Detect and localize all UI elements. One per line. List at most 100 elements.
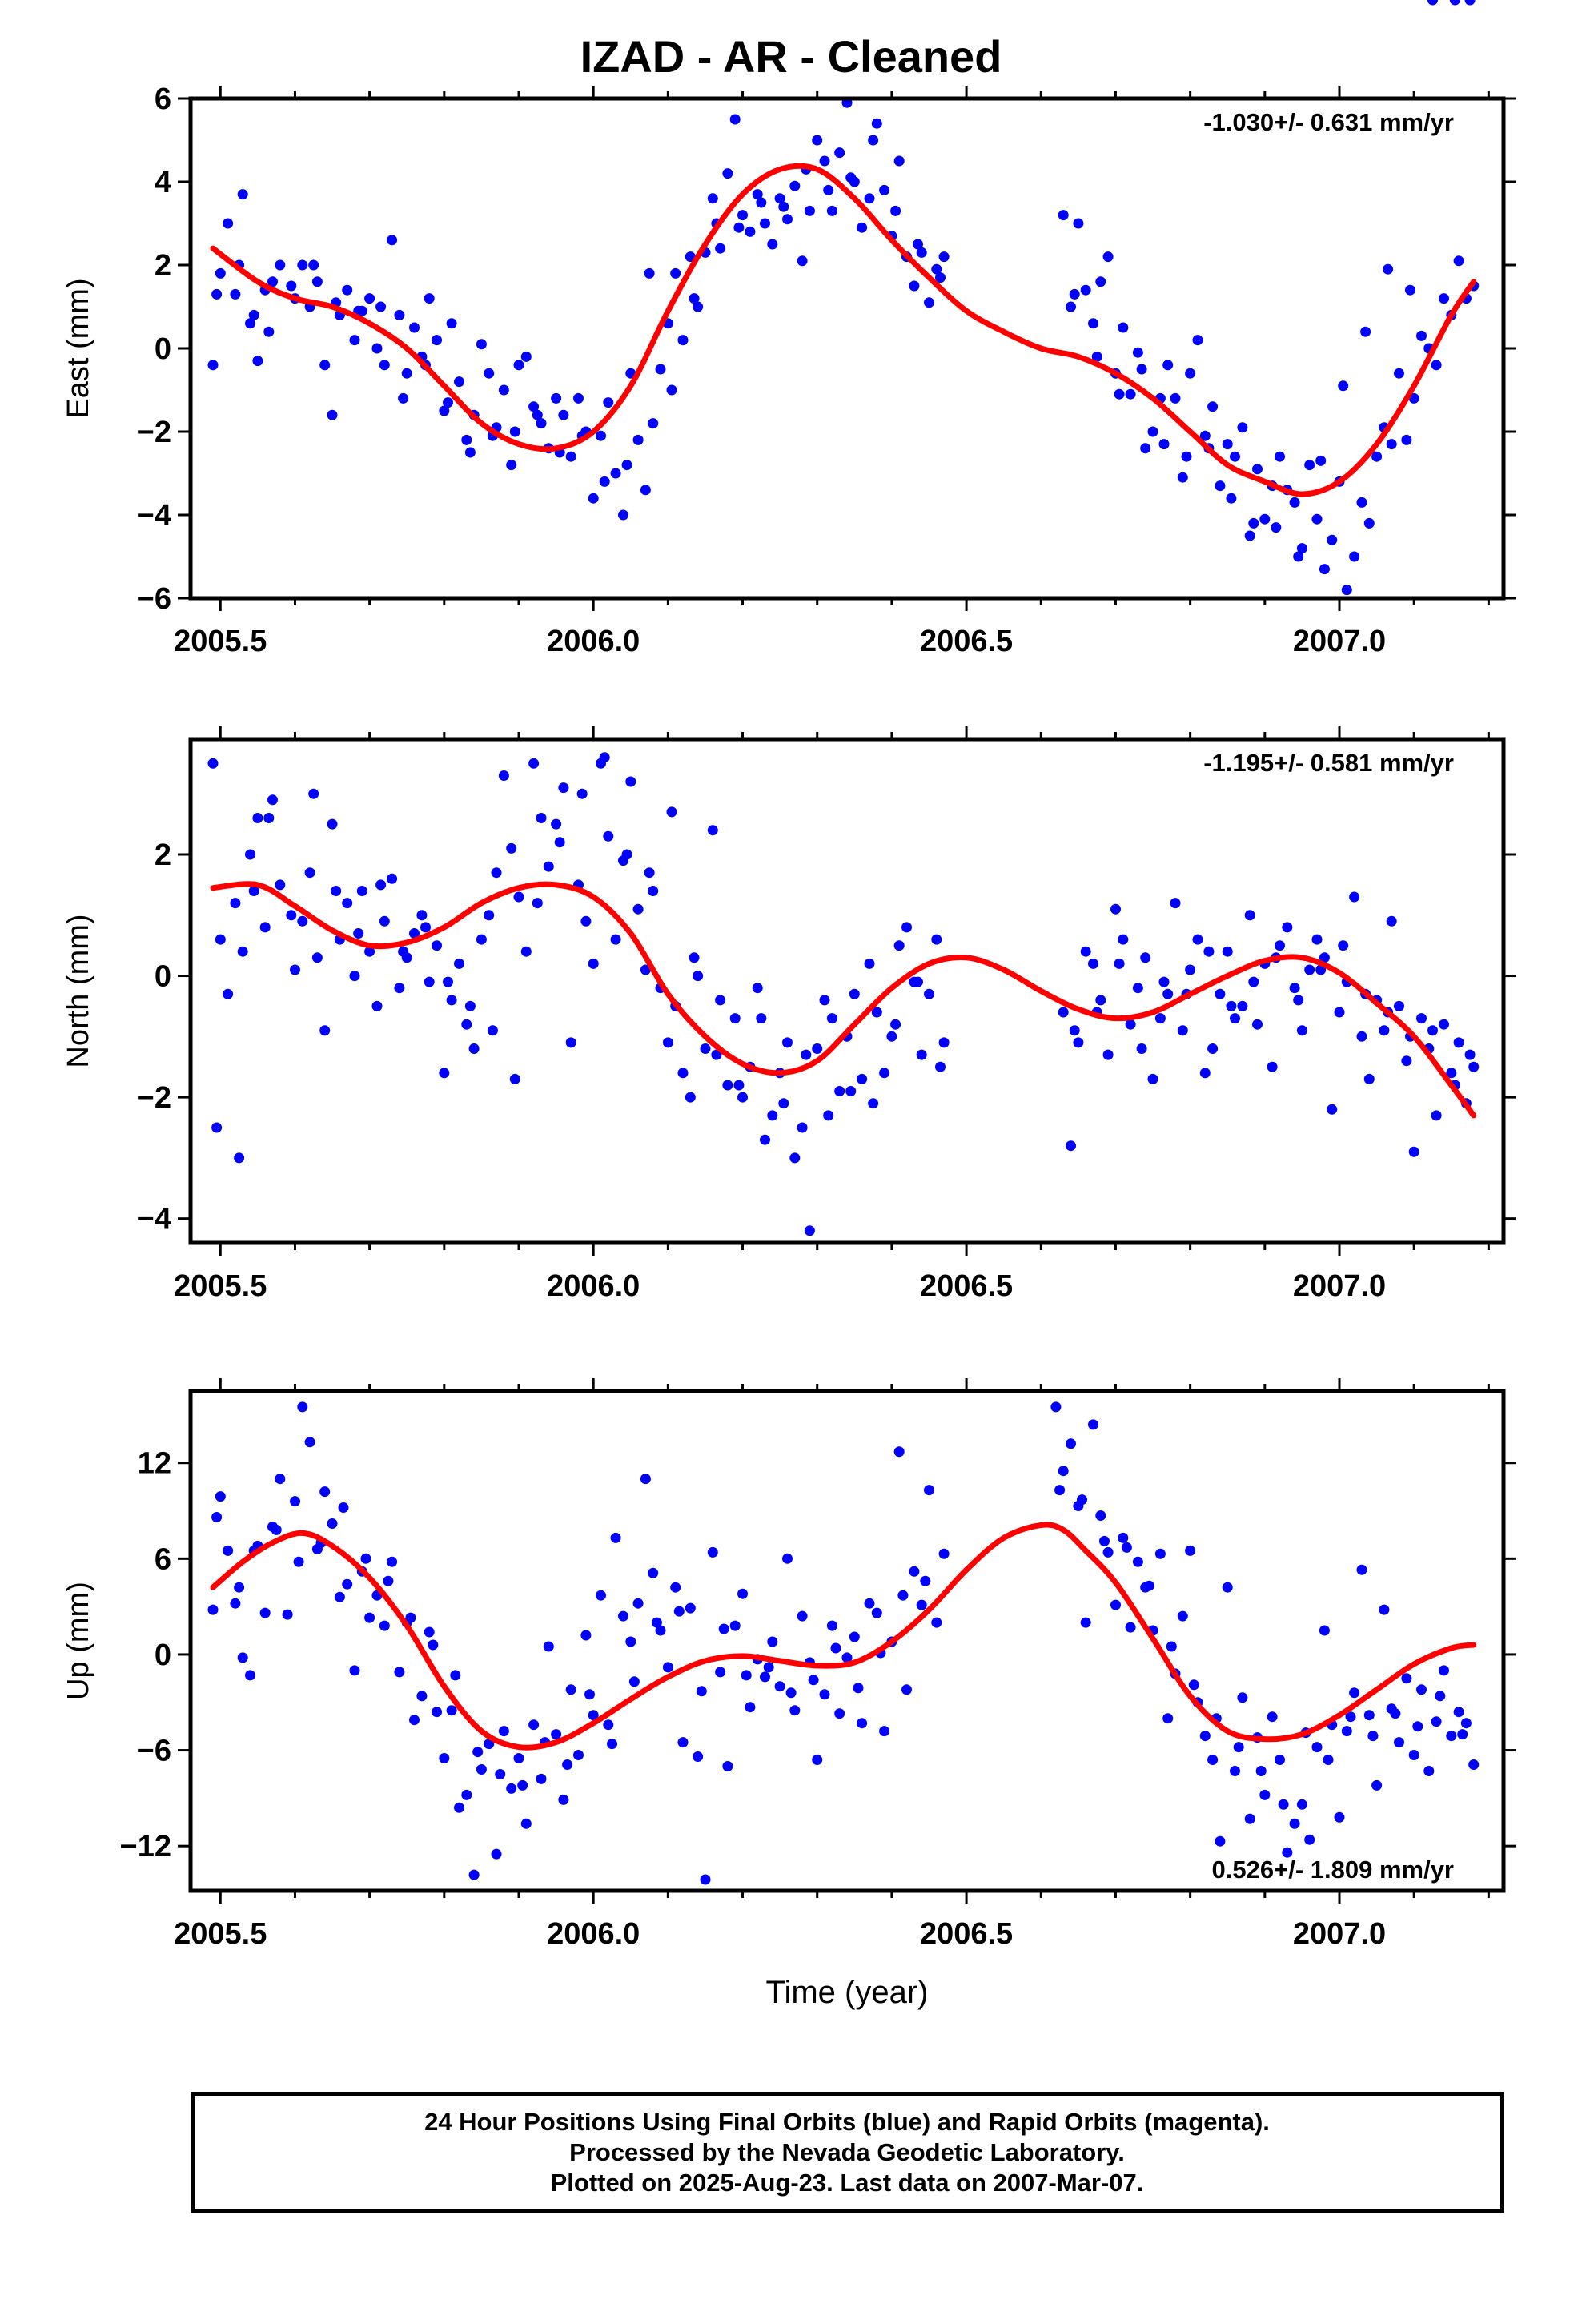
up-data-point [450, 1670, 461, 1681]
north-data-point [1110, 903, 1121, 915]
east-fit-curve [210, 163, 1477, 497]
east-data-point [1132, 347, 1143, 358]
north-data-point [1080, 946, 1091, 957]
east-data-point [1170, 392, 1181, 404]
north-data-point [1267, 1061, 1278, 1072]
up-data-point [364, 1612, 375, 1623]
up-data-point [405, 1612, 416, 1623]
up-data-point [1088, 1419, 1098, 1430]
north-data-point [1177, 1025, 1188, 1036]
north-data-point [327, 818, 338, 830]
north-y-tick-label: −4 [137, 1203, 171, 1236]
north-data-point [819, 995, 830, 1006]
east-data-point [1125, 388, 1136, 400]
up-data-point [334, 1591, 345, 1602]
up-data-point [901, 1684, 912, 1695]
up-fit-curve [210, 1522, 1477, 1751]
east-data-point [387, 235, 398, 246]
up-data-point [387, 1556, 398, 1567]
east-data-point [506, 460, 517, 471]
north-data-point [849, 988, 860, 999]
north-data-point [648, 886, 659, 896]
up-data-point [696, 1686, 707, 1697]
north-data-point [845, 1086, 857, 1096]
north-data-point [245, 849, 255, 860]
footer-line-plotted: Plotted on 2025-Aug-23. Last data on 200… [550, 2169, 1144, 2197]
east-data-point [1427, 0, 1438, 6]
north-data-point [484, 910, 495, 921]
east-data-point [1296, 543, 1307, 554]
east-data-point [1275, 451, 1285, 462]
up-data-point [879, 1726, 890, 1737]
up-data-point [1267, 1711, 1278, 1723]
east-data-point [1102, 251, 1114, 263]
north-data-point [394, 983, 405, 994]
east-data-point [756, 197, 767, 208]
up-data-point [1077, 1494, 1087, 1506]
north-data-point [1207, 1043, 1219, 1054]
up-velocity-annotation: 0.526+/- 1.809 mm/yr [1212, 1856, 1454, 1884]
north-data-point [1275, 940, 1285, 951]
east-data-point [778, 201, 789, 212]
up-data-point [760, 1671, 770, 1683]
up-data-point [271, 1524, 282, 1535]
up-data-point [1110, 1599, 1121, 1610]
figure-title: IZAD - AR - Cleaned [580, 31, 1002, 82]
east-data-point [640, 485, 651, 496]
north-data-point [879, 1068, 890, 1079]
east-data-point [1439, 293, 1449, 304]
north-data-point [1203, 946, 1215, 957]
up-data-point [1435, 1691, 1446, 1702]
east-data-point [223, 218, 234, 229]
east-y-tick-label: −2 [137, 416, 171, 449]
up-data-point [327, 1518, 338, 1529]
north-data-point [1334, 1007, 1345, 1018]
up-data-point [558, 1794, 569, 1805]
north-data-point [1114, 958, 1125, 969]
north-data-point [1453, 1037, 1464, 1048]
east-data-point [409, 322, 420, 333]
east-data-point [536, 418, 547, 429]
up-x-tick-label: 2006.5 [920, 1917, 1013, 1951]
north-data-point [532, 898, 543, 909]
north-x-tick-label: 2006.0 [547, 1269, 640, 1303]
up-data-point [938, 1548, 950, 1559]
east-data-point [1118, 322, 1129, 333]
north-data-point [443, 976, 453, 987]
north-data-point [1244, 910, 1255, 921]
north-data-point [207, 758, 219, 769]
up-data-point [1367, 1731, 1379, 1742]
up-data-point [853, 1683, 864, 1694]
up-data-point [651, 1617, 662, 1628]
north-data-point [715, 995, 726, 1006]
up-data-point [808, 1675, 819, 1686]
east-data-point [1383, 263, 1394, 275]
north-data-point [528, 758, 540, 769]
east-data-point [1289, 497, 1300, 508]
north-data-point [857, 1073, 868, 1084]
east-data-point [308, 259, 319, 271]
up-data-point [230, 1598, 241, 1609]
north-data-point [812, 1043, 823, 1054]
up-data-point [607, 1739, 617, 1750]
north-data-point [1248, 976, 1259, 987]
east-data-point [893, 155, 905, 167]
up-data-point [1394, 1737, 1404, 1748]
east-data-point [245, 318, 255, 329]
east-data-point [916, 247, 927, 258]
up-data-point [648, 1567, 659, 1578]
up-frame [188, 1389, 1506, 1893]
up-data-point [360, 1553, 371, 1564]
east-data-point [443, 397, 453, 408]
east-data-point [349, 335, 360, 346]
east-data-point [1066, 301, 1076, 312]
up-y-tick-label: 0 [155, 1638, 171, 1672]
east-data-point [215, 267, 226, 279]
north-data-point [1102, 1049, 1114, 1060]
east-data-point [532, 409, 543, 420]
east-data-point [528, 401, 540, 412]
up-data-point [491, 1848, 502, 1860]
north-data-point [1140, 952, 1151, 963]
north-data-point [700, 1043, 711, 1054]
east-data-point [461, 434, 472, 445]
